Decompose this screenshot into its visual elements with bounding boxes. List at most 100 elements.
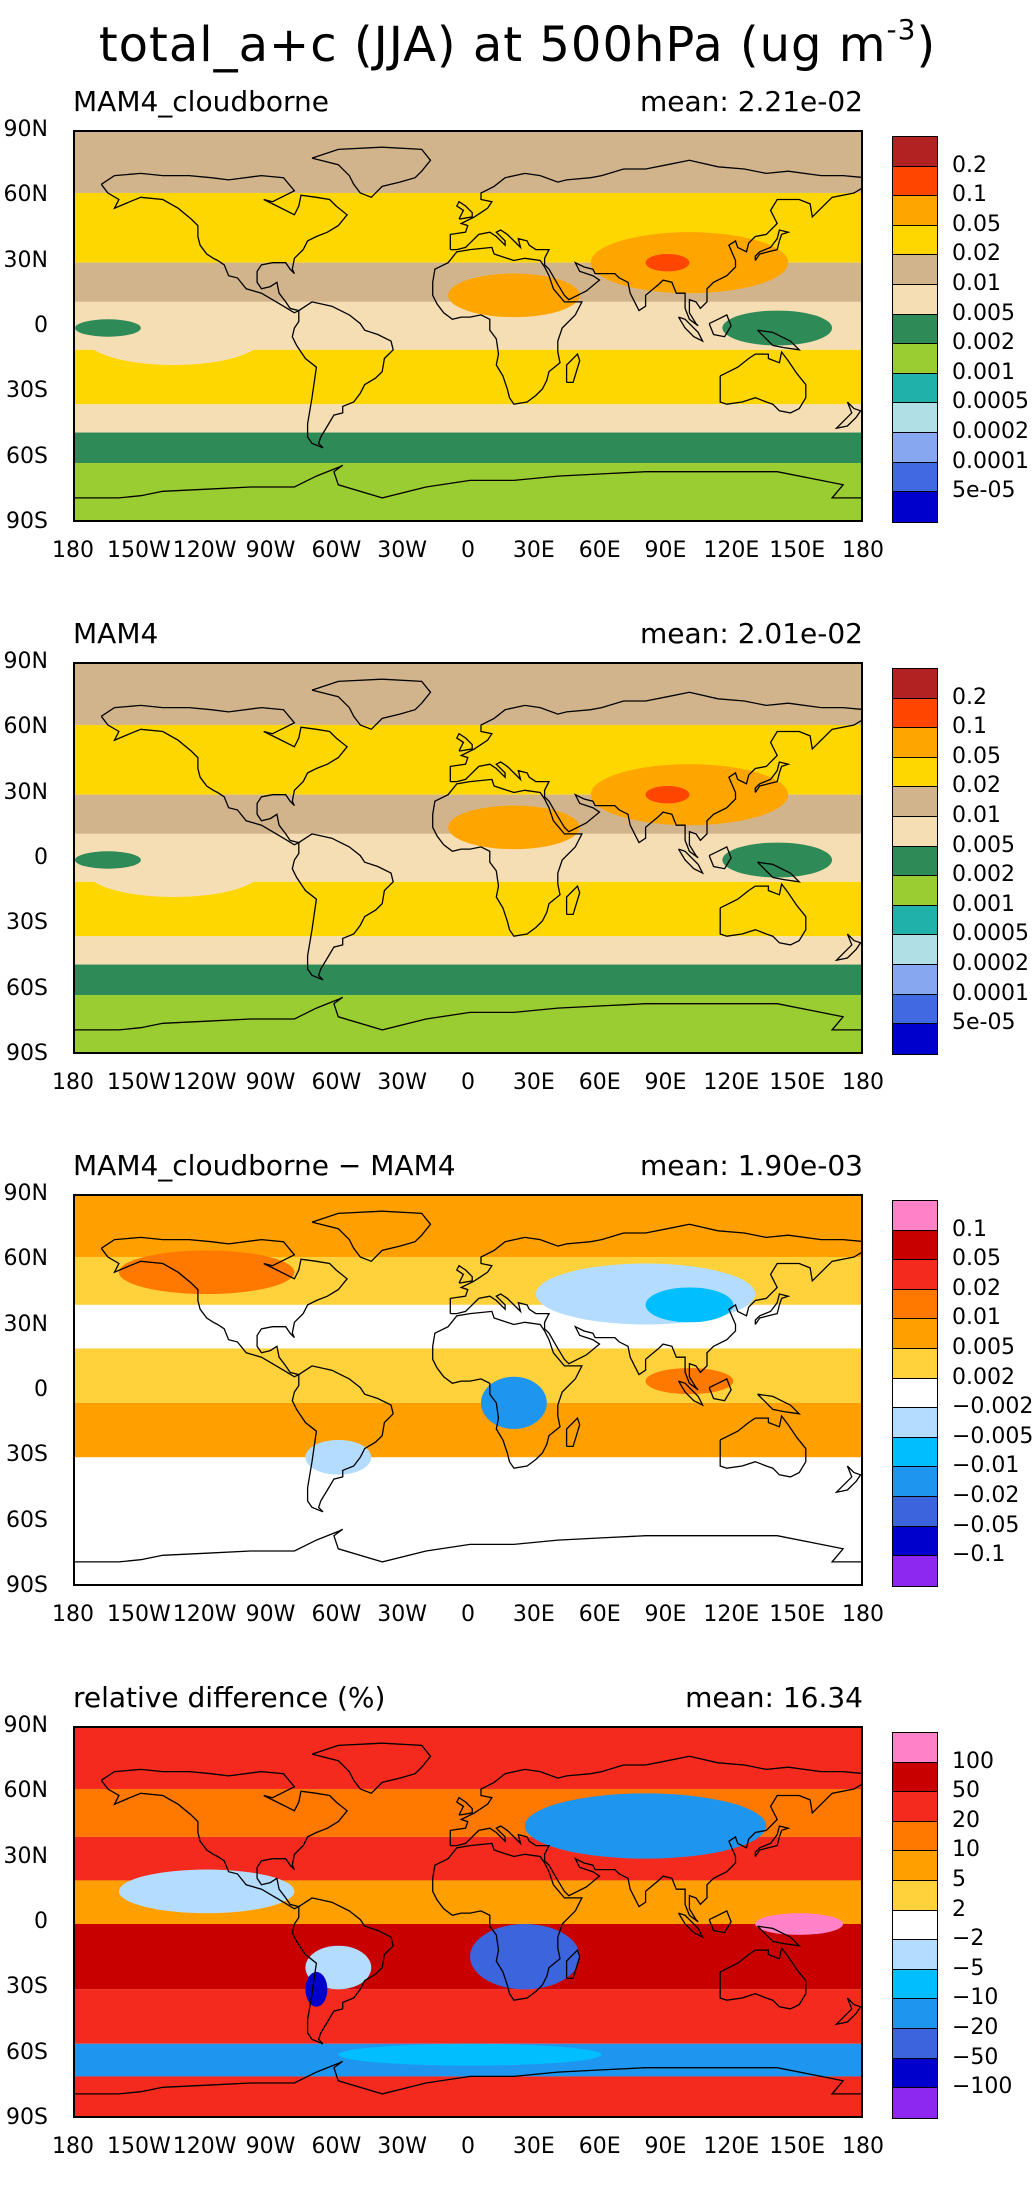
map-area <box>73 1726 863 2118</box>
colorbar <box>892 1200 938 1587</box>
map-panel: relative difference (%) mean: 16.34 90N 60N… <box>0 1680 1035 2210</box>
map-area <box>73 130 863 522</box>
lon-tick-label: 120E <box>703 1070 760 1095</box>
colorbar-label: 0.01 <box>952 271 1001 296</box>
colorbar-swatch <box>893 1230 937 1261</box>
colorbar-swatch <box>893 166 937 197</box>
lon-tick-label: 120W <box>172 2134 237 2159</box>
coastline <box>677 1912 705 1939</box>
lat-tick-label: 60N <box>3 714 48 740</box>
field-band <box>75 724 861 762</box>
lat-tick-label: 60N <box>3 182 48 208</box>
colorbar-swatch <box>893 846 937 877</box>
coastline <box>100 1236 349 1378</box>
coastline <box>291 1365 394 1513</box>
coastline <box>708 846 732 870</box>
coastline <box>311 678 432 731</box>
colorbar-swatch <box>893 1792 937 1822</box>
colorbar-swatch <box>893 2088 937 2118</box>
colorbar-label: −0.005 <box>952 1423 1034 1449</box>
colorbar-swatch <box>893 2028 937 2059</box>
lat-tick-label: 0 <box>34 1377 48 1402</box>
coastline <box>449 1223 861 1391</box>
field-blob <box>305 1439 372 1475</box>
lat-tick-label: 90N <box>3 1713 48 1738</box>
coastline <box>565 352 581 384</box>
colorbar-label: 0.002 <box>952 862 1015 888</box>
field-blob <box>645 785 690 804</box>
lon-tick-label: 180 <box>52 1070 94 1095</box>
lon-tick-label: 0 <box>461 1602 475 1627</box>
coastline <box>291 301 394 449</box>
field-blob <box>448 805 580 850</box>
colorbar-label: 100 <box>952 1748 994 1774</box>
field-band <box>75 2076 861 2116</box>
colorbar-label: 0.0001 <box>952 980 1029 1006</box>
coastline <box>455 1796 473 1816</box>
colorbar <box>892 1732 938 2119</box>
lat-tick-label: 90S <box>6 1573 48 1598</box>
lon-tick-label: 150E <box>769 538 826 563</box>
field-band <box>75 964 861 996</box>
coastline <box>677 1380 705 1407</box>
lon-tick-label: 0 <box>461 2134 475 2159</box>
colorbar-label: 10 <box>952 1837 980 1863</box>
coastline <box>75 996 861 1031</box>
colorbar-swatch <box>893 2058 937 2089</box>
lon-tick-label: 180 <box>52 538 94 563</box>
field-band <box>75 463 861 520</box>
colorbar-swatch <box>893 1024 937 1054</box>
colorbar-swatch <box>893 757 937 788</box>
coastline <box>757 1925 802 1947</box>
lon-tick-label: 60E <box>578 1602 621 1627</box>
field-blob <box>524 1793 767 1859</box>
lon-tick-label: 180 <box>52 1602 94 1627</box>
lon-tick-label: 90W <box>245 1070 296 1095</box>
colorbar-label: 0.2 <box>952 152 987 178</box>
field-blob <box>75 851 141 869</box>
colorbar-label: 0.02 <box>952 241 1001 267</box>
colorbar-swatch <box>893 816 937 847</box>
map-plot <box>75 664 861 1052</box>
coastline <box>100 704 349 846</box>
colorbar-swatch <box>893 876 937 906</box>
coastline <box>565 1416 581 1448</box>
lat-tick-label: 30N <box>3 1843 48 1869</box>
colorbar-swatch <box>893 1289 937 1320</box>
lon-tick-label: 60W <box>311 538 362 563</box>
panel-label: MAM4 <box>73 617 159 650</box>
colorbar-label: −100 <box>952 2074 1013 2100</box>
lat-tick-label: 60S <box>6 443 48 469</box>
lon-tick-label: 90E <box>644 2134 687 2159</box>
colorbar-label: 0.05 <box>952 211 1001 237</box>
colorbar-swatch <box>893 284 937 315</box>
coastline <box>757 329 802 351</box>
colorbar-swatch <box>893 1851 937 1881</box>
colorbar-swatch <box>893 1467 937 1497</box>
colorbar-label: 0.1 <box>952 714 987 740</box>
field-band <box>75 432 861 464</box>
lon-tick-label: 30W <box>377 1602 428 1627</box>
lat-tick-label: 30N <box>3 247 48 273</box>
lon-tick-label: 120W <box>172 1602 237 1627</box>
colorbar-swatch <box>893 373 937 404</box>
coastline <box>708 1378 732 1402</box>
map-panel: MAM4_cloudborne − MAM4 mean: 1.90e-03 90N 6… <box>0 1148 1035 1678</box>
colorbar-label: 0.005 <box>952 1335 1015 1360</box>
coastline <box>449 1755 861 1923</box>
lon-tick-label: 150W <box>106 2134 171 2159</box>
coastline <box>719 350 807 414</box>
coastline <box>754 229 791 261</box>
colorbar-labels: 100 50 20 10 5 2 −2 −5 −10 −20 −50 −100 <box>952 1732 1035 2112</box>
field-band <box>75 1348 861 1403</box>
coastline <box>311 1210 432 1263</box>
field-band <box>75 1196 861 1257</box>
coastline <box>432 1842 583 2001</box>
colorbar-swatch <box>893 1880 937 1911</box>
colorbar-label: 0.05 <box>952 1246 1001 1272</box>
field-band <box>75 404 861 433</box>
field-blob <box>338 2043 602 2066</box>
field-blob <box>722 842 833 878</box>
lat-tick-label: 30S <box>6 910 48 936</box>
colorbar-label: −5 <box>952 1955 985 1981</box>
